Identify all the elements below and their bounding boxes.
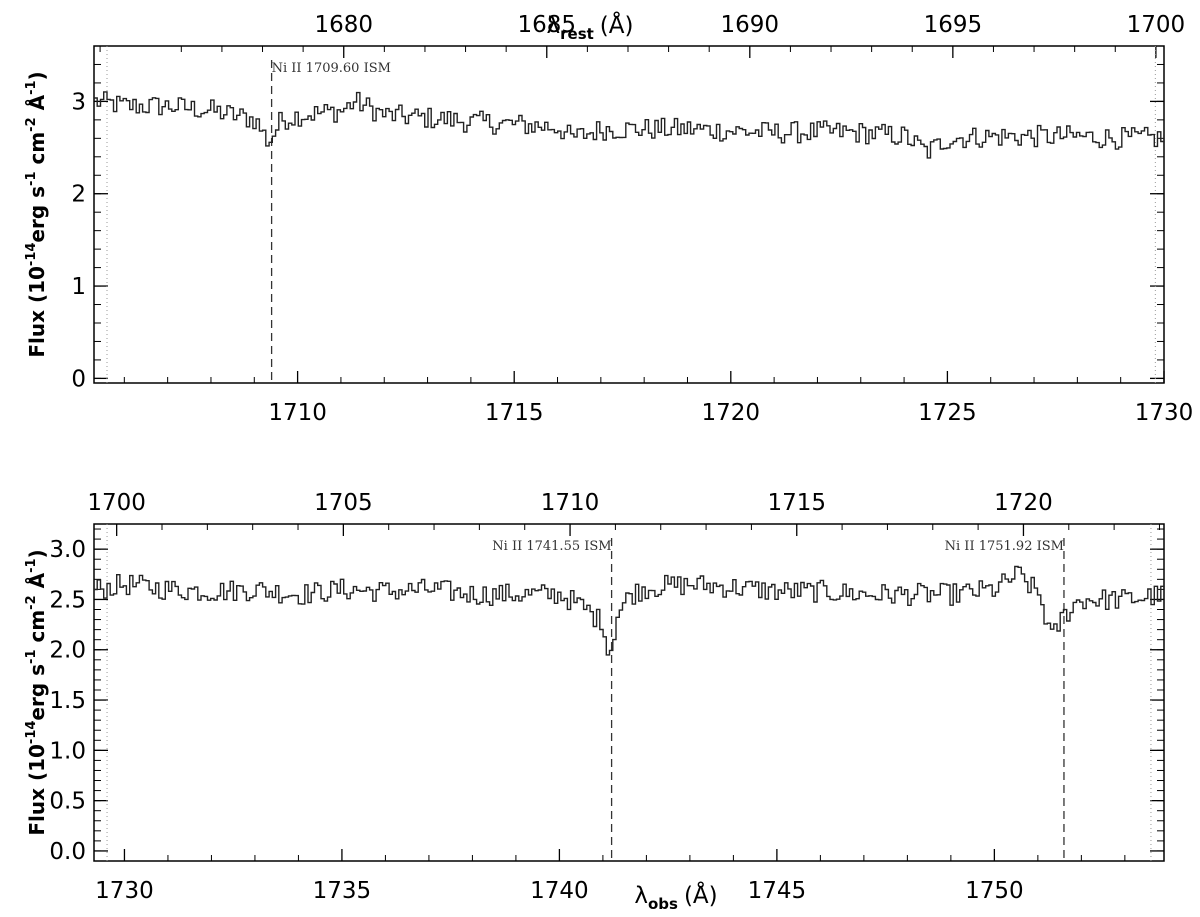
top-tick-label: 1720	[994, 490, 1053, 516]
label-part: -2	[24, 117, 39, 131]
top-tick-label: 1715	[767, 490, 826, 516]
top-tick-label: 1685	[517, 12, 576, 38]
label-part: -1	[24, 80, 39, 94]
label-part: Å	[25, 572, 49, 595]
y-tick-label: 1	[71, 274, 86, 300]
x-tick-label: 1740	[530, 878, 589, 904]
y-tick-label: 2.0	[49, 638, 86, 664]
top-tick-label: 1690	[721, 12, 780, 38]
label-part: obs	[648, 895, 678, 913]
x-tick-label: 1720	[702, 400, 761, 426]
top-tick-label: 1700	[87, 490, 146, 516]
x-tick-label: 1710	[268, 400, 327, 426]
label-part: Flux (10	[25, 744, 49, 836]
flux-spectrum-line	[94, 565, 1165, 656]
y-tick-label: 0.5	[49, 789, 86, 815]
y-tick-label: 2.5	[49, 587, 86, 613]
top-tick-label: 1700	[1127, 12, 1186, 38]
label-part: λ	[634, 883, 648, 909]
y-tick-label: 1.5	[49, 688, 86, 714]
label-part: λ	[547, 13, 561, 39]
flux-spectrum-line	[94, 91, 1165, 159]
label-part: -14	[24, 243, 39, 267]
label-part: (Å)	[684, 881, 718, 909]
y-tick-label: 0.0	[49, 839, 86, 865]
plot-frame	[93, 45, 1165, 384]
label-part: erg s	[25, 186, 49, 243]
label-part: cm	[25, 610, 49, 650]
label-part: (Å)	[600, 11, 634, 39]
x-tick-label: 1745	[748, 878, 807, 904]
y-tick-label: 0	[71, 366, 86, 392]
x-tick-label: 1715	[485, 400, 544, 426]
ism-line-label: Ni II 1741.55 ISM	[492, 539, 611, 554]
y-tick-label: 3.0	[49, 537, 86, 563]
bottom-panel: 1730 1735 1740 1745 1750 1700 1705 1710 1715 1720…	[24, 490, 1165, 913]
top-panel: 1710 1715 1720 1725 1730 1680 1685 1690 1695 1700…	[24, 11, 1193, 426]
y-axis-title: Flux (10-14erg s-1 cm-2 Å-1)	[24, 71, 49, 357]
ism-line-label: Ni II 1709.60 ISM	[272, 61, 391, 76]
plot-frame	[93, 523, 1165, 862]
top-tick-label: 1680	[314, 12, 373, 38]
label-part: -1	[24, 650, 39, 664]
top-axis-title: λrest (Å)	[547, 11, 634, 43]
x-tick-label: 1730	[95, 878, 154, 904]
label-part: -1	[24, 558, 39, 572]
top-tick-label: 1695	[924, 12, 983, 38]
x-tick-label: 1735	[313, 878, 372, 904]
label-part: erg s	[25, 664, 49, 721]
label-part: Flux (10	[25, 266, 49, 358]
label-part: )	[25, 71, 49, 80]
label-part: -1	[24, 172, 39, 186]
label-part: )	[25, 549, 49, 558]
label-part: -14	[24, 721, 39, 745]
label-part: -2	[24, 595, 39, 609]
x-tick-label: 1725	[918, 400, 977, 426]
y-tick-label: 2	[71, 182, 86, 208]
y-tick-label: 3	[71, 89, 86, 115]
x-axis-title: λobs (Å)	[634, 881, 717, 913]
label-part: Å	[25, 94, 49, 117]
ism-line-label: Ni II 1751.92 ISM	[945, 539, 1064, 554]
label-part: rest	[560, 25, 594, 43]
y-tick-label: 1.0	[49, 738, 86, 764]
top-tick-label: 1710	[541, 490, 600, 516]
top-tick-label: 1705	[314, 490, 373, 516]
x-tick-label: 1730	[1135, 400, 1194, 426]
label-part: cm	[25, 132, 49, 172]
y-axis-title: Flux (10-14erg s-1 cm-2 Å-1)	[24, 549, 49, 835]
x-tick-label: 1750	[965, 878, 1024, 904]
